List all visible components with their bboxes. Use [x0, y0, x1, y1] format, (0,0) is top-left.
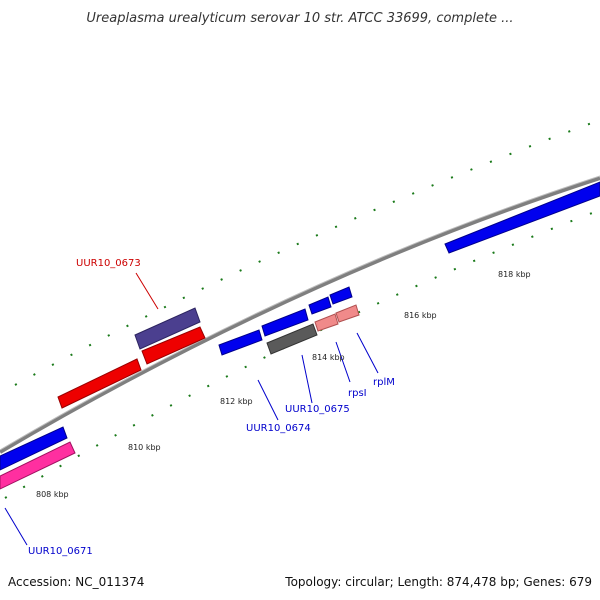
gene-blue-outer-5[interactable] — [444, 181, 600, 254]
gene-label-uur10-0675[interactable]: UUR10_0675 — [285, 404, 350, 415]
genome-stats-text: Topology: circular; Length: 874,478 bp; … — [284, 575, 592, 589]
tick-label-814: 814 kbp — [312, 353, 345, 362]
tick-label-808: 808 kbp — [36, 490, 69, 499]
leader-rplm — [356, 332, 379, 374]
gene-label-uur10-0671[interactable]: UUR10_0671 — [28, 546, 93, 557]
gene-red-outer-2[interactable] — [141, 326, 206, 365]
leader-rpsi — [335, 341, 351, 383]
gene-blue-outer-2[interactable] — [261, 308, 309, 337]
tick-label-816: 816 kbp — [404, 311, 437, 320]
gene-red-outer-1[interactable] — [57, 358, 142, 409]
leader-uur10-0673 — [135, 272, 159, 310]
inner-tick-ruler — [4, 209, 600, 499]
leader-uur10-0675 — [301, 354, 313, 404]
gene-label-rpsi[interactable]: rpsI — [348, 388, 367, 399]
gene-blue-outer-4[interactable] — [329, 286, 353, 305]
gene-blue-outer-1[interactable] — [218, 329, 263, 356]
tick-label-818: 818 kbp — [498, 270, 531, 279]
tick-label-810: 810 kbp — [128, 443, 161, 452]
gene-label-uur10-0674[interactable]: UUR10_0674 — [246, 423, 311, 434]
gene-uur10-0673[interactable] — [134, 307, 201, 350]
genome-backbone — [0, 176, 600, 454]
tick-label-812: 812 kbp — [220, 397, 253, 406]
outer-tick-ruler — [14, 119, 600, 386]
leader-uur10-0674 — [257, 379, 279, 421]
leader-uur10-0671 — [4, 507, 28, 546]
gene-label-rplm[interactable]: rplM — [373, 377, 395, 388]
accession-text: Accession: NC_011374 — [8, 575, 144, 589]
gene-blue-outer-3[interactable] — [308, 296, 332, 315]
gene-rplm[interactable] — [335, 304, 360, 323]
map-title: Ureaplasma urealyticum serovar 10 str. A… — [86, 11, 513, 26]
gene-rpsi[interactable] — [314, 313, 339, 332]
gene-uur10-0675[interactable] — [266, 323, 318, 355]
gene-blue-outer-left[interactable] — [0, 426, 68, 471]
gene-label-uur10-0673[interactable]: UUR10_0673 — [76, 258, 141, 269]
gene-uur10-0671[interactable] — [0, 441, 76, 490]
